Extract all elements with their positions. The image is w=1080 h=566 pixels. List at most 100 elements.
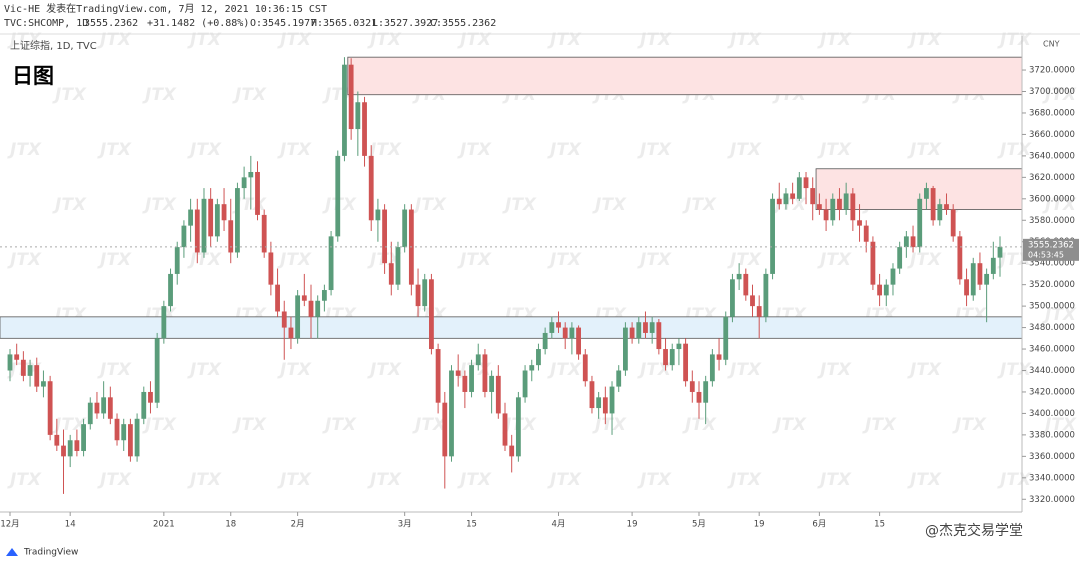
candle-body [837, 198, 842, 210]
candle-body [843, 193, 849, 210]
watermark: JTX [817, 30, 852, 50]
watermark: JTX [7, 470, 42, 490]
currency: CNY [1043, 40, 1060, 49]
candle-body [596, 397, 602, 409]
watermark: JTX [277, 250, 312, 270]
y-tick-label: 3680.0000 [1029, 108, 1075, 118]
candle-body [870, 241, 876, 285]
candle-body [168, 273, 173, 307]
candle-body [984, 273, 990, 285]
watermark: JTX [547, 30, 582, 50]
candle-body [944, 204, 949, 210]
x-tick-label: 6月 [812, 520, 826, 530]
candle-body [756, 306, 762, 317]
watermark: JTX [682, 415, 717, 435]
watermark: JTX [1042, 85, 1077, 105]
candle-body [703, 381, 709, 403]
candle-body [709, 354, 715, 382]
watermark: JTX [997, 30, 1032, 50]
candle-body [810, 188, 816, 205]
candle-body [201, 198, 207, 253]
candle-body [268, 252, 274, 285]
watermark: JTX [457, 140, 492, 160]
candle-body [609, 386, 615, 414]
watermark: JTX [457, 30, 492, 50]
candle-body [930, 188, 936, 221]
candle-body [970, 263, 976, 296]
candle-body [589, 381, 595, 409]
candle-body [676, 343, 682, 350]
candle-body [663, 349, 668, 366]
candle-body [87, 402, 93, 425]
candle-body [248, 171, 254, 178]
watermark: JTX [1042, 415, 1077, 435]
candle-body [857, 220, 862, 226]
watermark: JTX [817, 470, 852, 490]
zone [0, 316, 1023, 339]
candle-body [763, 273, 769, 317]
candle-body [188, 209, 194, 226]
candle-body [903, 236, 909, 248]
watermark: JTX [187, 30, 222, 50]
watermark: JTX [547, 360, 582, 380]
watermark: JTX [277, 140, 312, 160]
candle-body [375, 209, 381, 221]
watermark: JTX [997, 360, 1032, 380]
candle-body [127, 424, 133, 457]
footer-logo: TradingView [23, 548, 78, 558]
candle-body [328, 236, 334, 291]
candle-body [489, 375, 495, 392]
candle-body [422, 279, 428, 307]
x-tick-label: 15 [874, 520, 885, 530]
candle-body [522, 370, 528, 398]
candle-body [750, 295, 755, 307]
watermark: JTX [907, 140, 942, 160]
candle-body [475, 354, 481, 366]
watermark: JTX [277, 30, 312, 50]
candle-body [214, 204, 220, 237]
watermark: JTX [637, 250, 672, 270]
watermark: JTX [592, 195, 627, 215]
watermark: JTX [457, 250, 492, 270]
candle-body [890, 268, 896, 285]
watermark: JTX [817, 360, 852, 380]
candle-body [368, 155, 374, 221]
header-open: O:3545.1977 [250, 18, 316, 29]
watermark: JTX [7, 30, 42, 50]
candle-body [977, 263, 983, 285]
candle-body [235, 188, 240, 253]
candle-body [964, 279, 969, 296]
candle-body [495, 375, 501, 414]
candle-body [796, 177, 802, 199]
candle-body [429, 279, 434, 350]
candle-body [295, 295, 301, 339]
candle-body [114, 418, 120, 441]
candle-body [355, 102, 361, 130]
watermark: JTX [1042, 195, 1077, 215]
candle-body [27, 365, 33, 376]
candle-body [770, 198, 775, 274]
candle-body [275, 284, 280, 312]
header-close: C:3555.2362 [430, 18, 496, 29]
y-tick-label: 3660.0000 [1029, 130, 1075, 140]
candle-body [255, 171, 260, 215]
candle-body [924, 188, 929, 199]
candle-body [669, 349, 675, 366]
candle-body [576, 327, 581, 355]
watermark: JTX [637, 470, 672, 490]
watermark: JTX [277, 360, 312, 380]
candle-body [101, 397, 107, 414]
y-tick-label: 3700.0000 [1029, 87, 1075, 97]
candle-body [449, 370, 454, 457]
countdown: 04:53:45 [1028, 250, 1064, 259]
header-low: L:3527.3927 [372, 18, 438, 29]
watermark: JTX [97, 250, 132, 270]
watermark: JTX [547, 140, 582, 160]
candle-body [502, 413, 508, 446]
y-tick-label: 3380.0000 [1029, 430, 1075, 440]
candle-body [415, 284, 421, 307]
watermark: JTX [1042, 305, 1077, 325]
watermark: JTX [7, 250, 42, 270]
candle-body [482, 354, 488, 392]
watermark: JTX [367, 470, 402, 490]
